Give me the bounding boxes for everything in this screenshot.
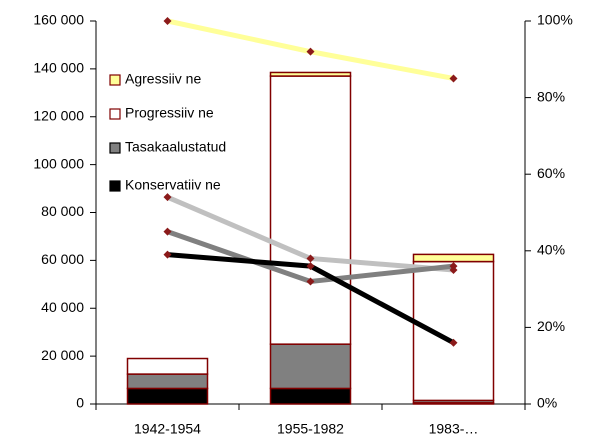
marker bbox=[449, 338, 458, 347]
marker bbox=[449, 262, 458, 271]
y-tick-label: 40 000 bbox=[41, 299, 84, 315]
x-tick-label: 1942-1954 bbox=[134, 421, 201, 437]
y-tick-label: 80 000 bbox=[41, 203, 84, 219]
y-tick-label: 20 000 bbox=[41, 347, 84, 363]
marker bbox=[163, 250, 172, 259]
x-tick-label: 1955-1982 bbox=[277, 421, 344, 437]
y-tick-label: 120 000 bbox=[33, 107, 84, 123]
x-tick-label: 1983-… bbox=[429, 421, 479, 437]
bar-segment bbox=[269, 343, 352, 390]
legend-label: Progressiiv ne bbox=[125, 105, 214, 121]
marker bbox=[449, 74, 458, 83]
y2-tick-label: 20% bbox=[537, 318, 565, 334]
bar-segment bbox=[126, 357, 209, 375]
legend-swatch bbox=[109, 74, 121, 86]
y2-tick-label: 80% bbox=[537, 88, 565, 104]
bar-segment bbox=[412, 260, 495, 402]
marker bbox=[163, 193, 172, 202]
y-tick-label: 100 000 bbox=[33, 155, 84, 171]
marker bbox=[306, 262, 315, 271]
y-tick-label: 160 000 bbox=[33, 12, 84, 28]
legend-swatch bbox=[109, 108, 121, 120]
marker bbox=[163, 17, 172, 25]
y2-tick-label: 100% bbox=[537, 12, 573, 28]
y2-tick-label: 40% bbox=[537, 242, 565, 258]
y-tick-label: 0 bbox=[76, 395, 84, 411]
bar-segment bbox=[126, 387, 209, 405]
marker bbox=[306, 254, 315, 263]
bar-segment bbox=[269, 387, 352, 405]
marker bbox=[306, 277, 315, 286]
legend-label: Tasakaalustatud bbox=[125, 139, 226, 155]
legend-swatch bbox=[109, 142, 121, 154]
legend-label: Agressiiv ne bbox=[125, 71, 201, 87]
bar-segment bbox=[269, 71, 352, 77]
y2-tick-label: 60% bbox=[537, 165, 565, 181]
legend-swatch bbox=[109, 180, 121, 192]
bar-segment bbox=[126, 373, 209, 390]
y-tick-label: 140 000 bbox=[33, 60, 84, 76]
y-tick-label: 60 000 bbox=[41, 251, 84, 267]
marker bbox=[306, 47, 315, 56]
legend-label: Konservatiiv ne bbox=[125, 177, 221, 193]
bar-segment bbox=[269, 75, 352, 345]
marker bbox=[163, 227, 172, 236]
y2-tick-label: 0% bbox=[537, 395, 557, 411]
bar-segment bbox=[412, 253, 495, 263]
